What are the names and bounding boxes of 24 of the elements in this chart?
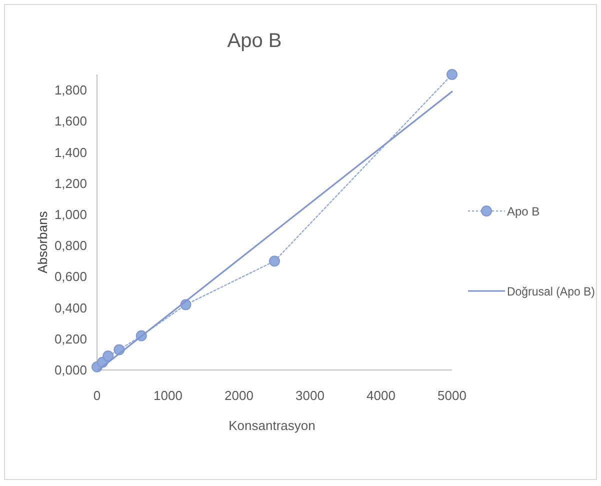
point [102,350,114,362]
y-tick-label: 0,000 [54,362,87,378]
x-tick-label: 5000 [438,388,466,403]
x-tick-label: 3000 [296,388,324,403]
legend-label: Doğrusal (Apo B) [507,284,600,298]
point [446,69,458,80]
y-tick-label: 1,600 [54,114,87,129]
x-axis-title: Konsantrasyon [228,418,316,433]
legend-label: Apo B [507,204,540,218]
y-axis-title: Absorbans [35,210,50,274]
y-tick-label: 1,000 [54,206,87,222]
x-tick-label: 2000 [224,388,254,403]
point [269,256,280,267]
y-tick-label: 0,200 [54,331,87,346]
y-tick-label: 1,800 [54,82,87,98]
chart-title: Apo B [227,30,282,52]
y-tick-label: 0,800 [54,238,87,254]
y-tick-label: 1,400 [54,144,87,160]
y-tick-label: 0,400 [54,300,87,316]
y-tick-label: 0,600 [54,269,87,284]
x-tick-label: 1000 [154,388,182,403]
x-tick-label: 0 [93,388,101,403]
y-tick-label: 1,200 [54,176,87,191]
x-tick-label: 4000 [366,388,396,403]
